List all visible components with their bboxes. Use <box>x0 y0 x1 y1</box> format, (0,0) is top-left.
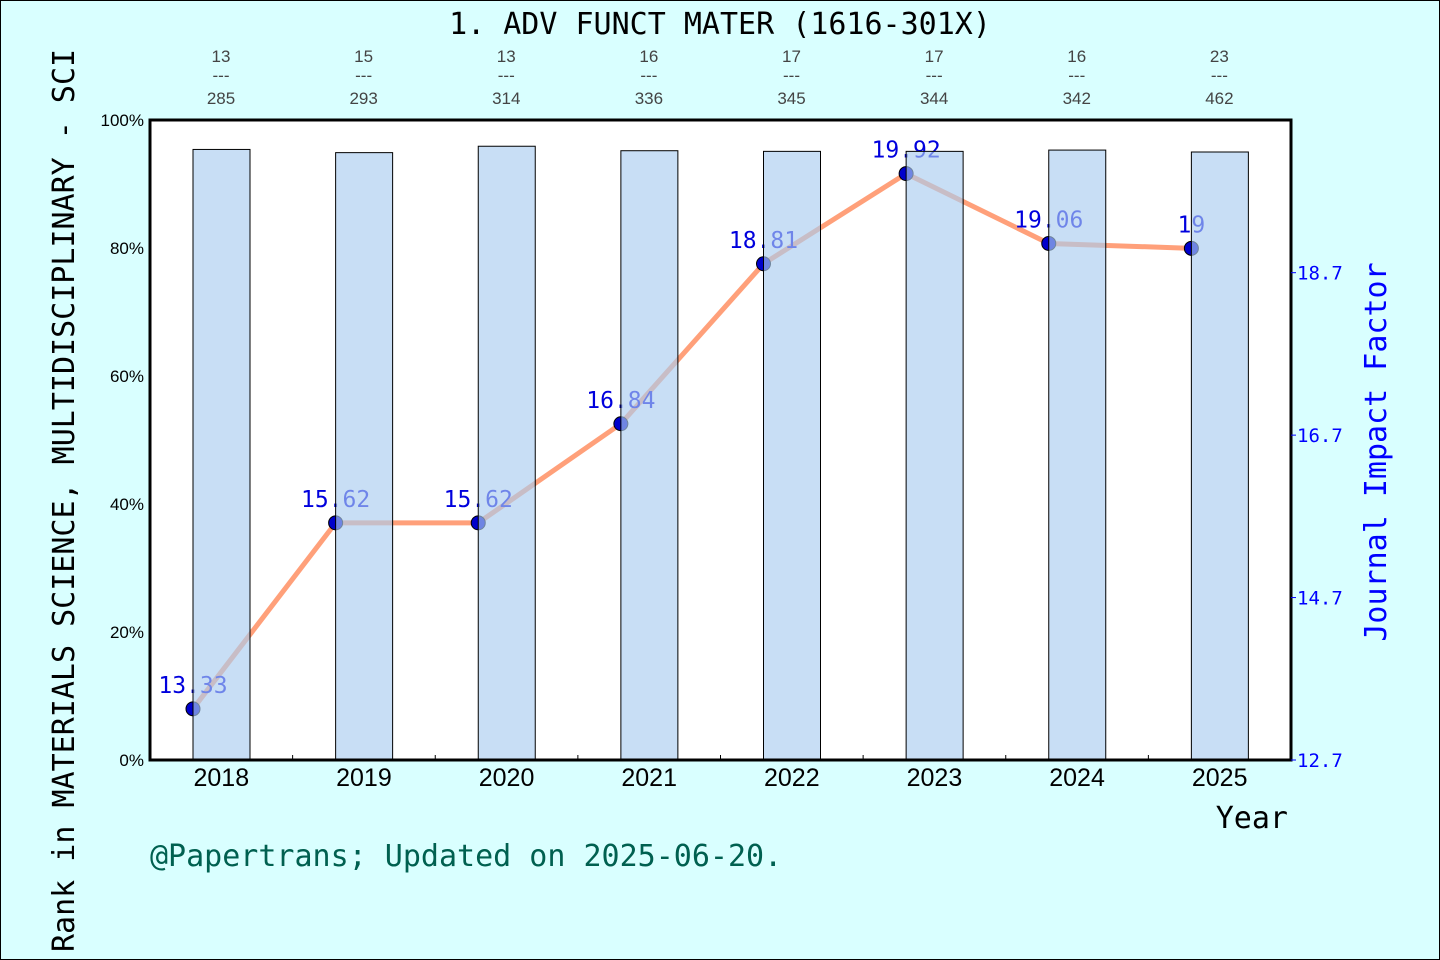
y-right-tick-label: 12.7 <box>1297 750 1343 772</box>
rank-label: 23 <box>1210 47 1229 66</box>
total-label: 293 <box>349 89 377 108</box>
rank-label: 16 <box>639 47 658 66</box>
rank-separator: --- <box>498 66 515 85</box>
plot-area <box>150 120 1291 760</box>
y-tick-label: 80% <box>110 239 144 258</box>
total-label: 344 <box>920 89 948 108</box>
y-right-axis-label: Journal Impact Factor <box>1359 262 1394 641</box>
total-label: 462 <box>1205 89 1233 108</box>
rank-separator: --- <box>355 66 372 85</box>
rank-label: 13 <box>497 47 516 66</box>
x-tick-label: 2023 <box>907 764 963 792</box>
y-right-tick-label: 14.7 <box>1297 588 1343 610</box>
y-axis-label: Rank in MATERIALS SCIENCE, MULTIDISCIPLI… <box>47 49 82 952</box>
y-tick-label: 100% <box>101 111 144 130</box>
rank-label: 17 <box>925 47 944 66</box>
rank-label: 17 <box>782 47 801 66</box>
rank-bar <box>905 150 964 761</box>
x-tick-label: 2020 <box>479 764 535 792</box>
rank-bar <box>620 150 679 761</box>
rank-separator: --- <box>783 66 800 85</box>
rank-bar <box>335 152 394 761</box>
x-tick-label: 2021 <box>621 764 677 792</box>
rank-separator: --- <box>1068 66 1085 85</box>
rank-bar <box>1190 151 1249 761</box>
y-tick-label: 60% <box>110 367 144 386</box>
x-tick-label: 2022 <box>764 764 820 792</box>
y-tick-label: 20% <box>110 623 144 642</box>
rank-label: 15 <box>354 47 373 66</box>
total-label: 285 <box>207 89 235 108</box>
total-label: 342 <box>1063 89 1091 108</box>
plot-border <box>148 118 1293 762</box>
y-tick-label: 40% <box>110 495 144 514</box>
y-tick-label: 0% <box>119 751 144 770</box>
rank-bar <box>477 145 536 761</box>
rank-bar <box>763 150 821 761</box>
y-right-tick-label: 16.7 <box>1297 425 1343 447</box>
x-tick-label: 2018 <box>194 764 250 792</box>
total-label: 336 <box>635 89 663 108</box>
x-tick-label: 2025 <box>1192 764 1248 792</box>
rank-separator: --- <box>640 66 657 85</box>
rank-label: 16 <box>1067 47 1086 66</box>
footer-credit: @Papertrans; Updated on 2025-06-20. <box>150 839 782 874</box>
x-axis-label: Year <box>1216 801 1288 836</box>
rank-separator: --- <box>213 66 230 85</box>
total-label: 345 <box>777 89 805 108</box>
rank-bar <box>192 148 251 761</box>
rank-separator: --- <box>926 66 943 85</box>
rank-label: 13 <box>212 47 231 66</box>
rank-separator: --- <box>1211 66 1228 85</box>
total-label: 314 <box>492 89 520 108</box>
chart-title: 1. ADV FUNCT MATER (1616-301X) <box>449 7 991 42</box>
x-tick-label: 2024 <box>1049 764 1105 792</box>
rank-bar <box>1048 149 1107 761</box>
x-tick-label: 2019 <box>336 764 392 792</box>
y-right-tick-label: 18.7 <box>1297 263 1343 285</box>
